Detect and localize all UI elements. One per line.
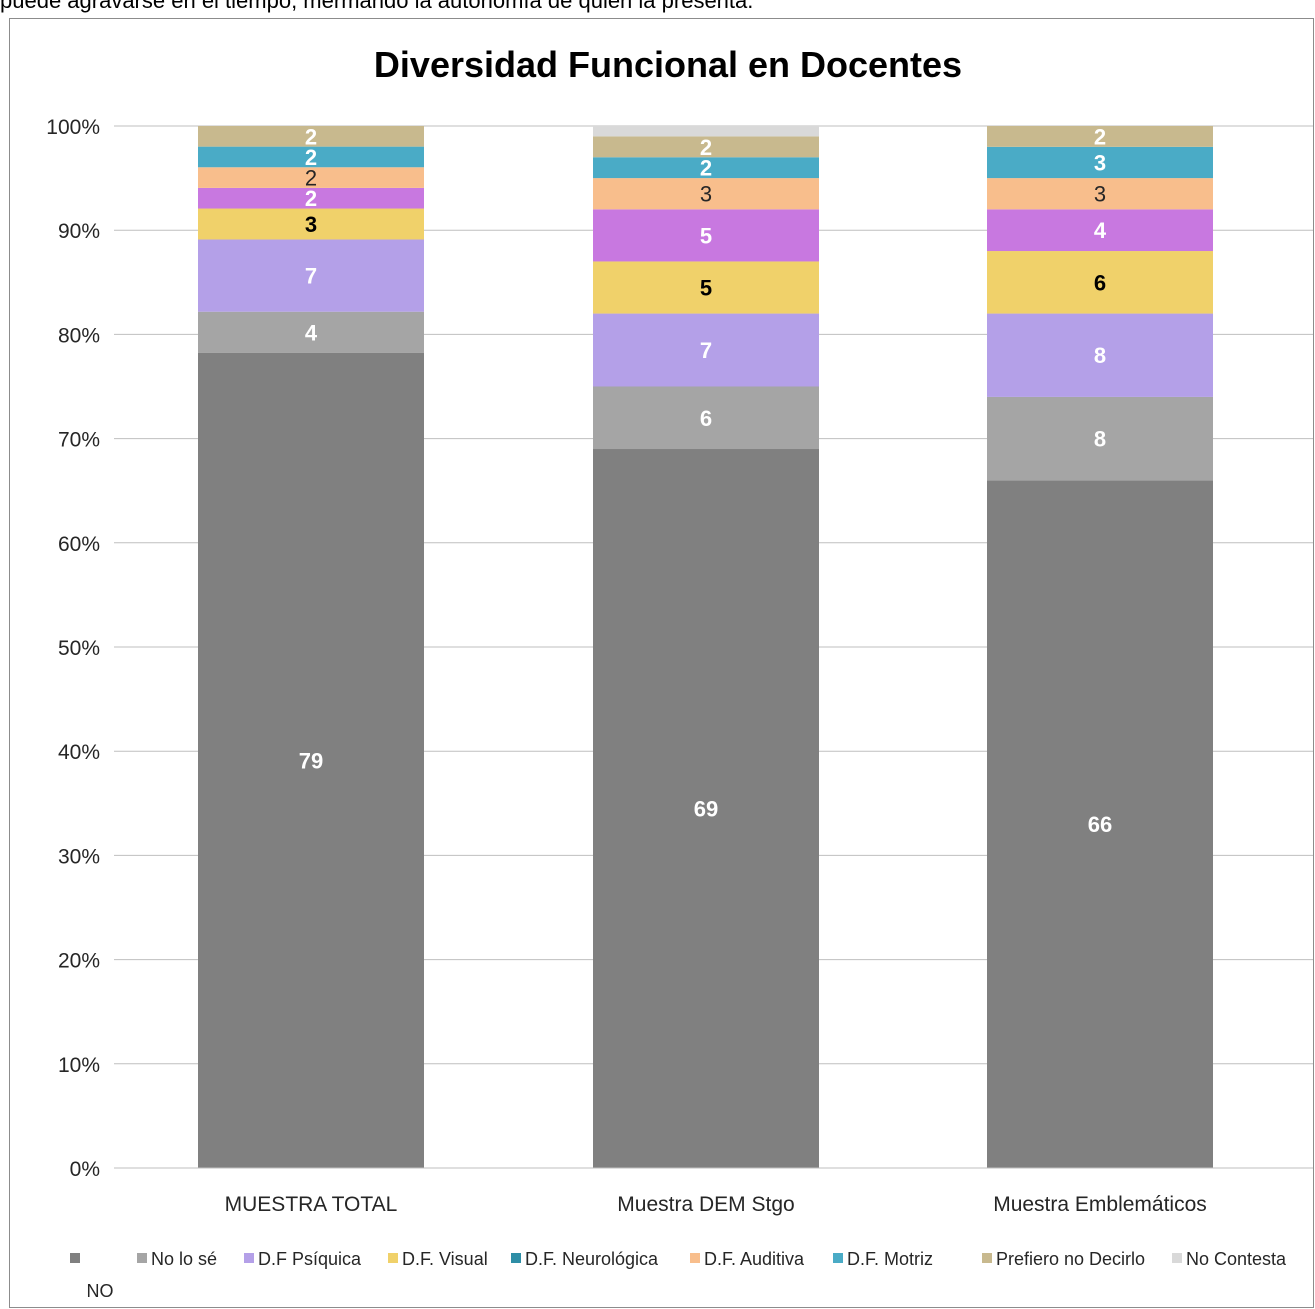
document-text-line: puede agravarse en el tiempo, mermando l… xyxy=(0,0,754,13)
bar-segment xyxy=(198,126,424,147)
data-label: 66 xyxy=(1088,812,1112,837)
legend-label: NO xyxy=(87,1281,114,1301)
bar-segment xyxy=(198,187,424,209)
y-tick-label: 40% xyxy=(58,741,100,764)
legend-swatch xyxy=(690,1253,700,1263)
legend-swatch xyxy=(388,1253,398,1263)
bar-segment xyxy=(593,386,819,450)
bar-segment xyxy=(987,251,1213,314)
bar-segment xyxy=(198,208,424,240)
data-label: 7 xyxy=(305,264,317,289)
legend-swatch xyxy=(244,1253,254,1263)
bar-segment xyxy=(593,136,819,158)
legend-swatch xyxy=(70,1253,80,1263)
legend-label: D.F. Neurológica xyxy=(525,1249,659,1269)
data-label: 3 xyxy=(700,182,712,207)
data-label: 2 xyxy=(700,156,712,181)
bar-segment xyxy=(987,480,1213,1168)
data-label: 3 xyxy=(1094,150,1106,175)
bar-segment xyxy=(987,209,1213,252)
bar-segment xyxy=(198,311,424,353)
y-tick-label: 80% xyxy=(58,324,100,347)
data-label: 4 xyxy=(1094,218,1107,243)
bar-segment xyxy=(198,239,424,312)
y-axis: 0% 10% 20% 30% 40% 50% 60% 70% 80% 90% 100% xyxy=(46,116,100,1181)
legend-swatch xyxy=(982,1253,992,1263)
bar-segment xyxy=(987,146,1213,179)
bar-segment xyxy=(593,313,819,387)
legend-label: D.F. Motriz xyxy=(847,1249,933,1269)
y-tick-label: 100% xyxy=(46,116,100,139)
data-label: 3 xyxy=(1094,182,1106,207)
data-label: 2 xyxy=(700,135,712,160)
stacked-bar-chart: Diversidad Funcional en Docentes 0%10%20… xyxy=(46,44,1313,1301)
legend-label: No lo sé xyxy=(151,1249,217,1269)
data-label: 2 xyxy=(305,186,317,211)
data-label: 2 xyxy=(1094,124,1106,149)
legend-swatch xyxy=(833,1253,843,1263)
data-label: 8 xyxy=(1094,427,1106,452)
bar-segment xyxy=(987,313,1213,397)
data-label: 6 xyxy=(700,406,712,431)
bar-segment xyxy=(987,126,1213,147)
bar-segment xyxy=(593,157,819,179)
legend: NO No lo sé D.F Psíquica D.F. Visual D.F. Ne… xyxy=(70,1249,1287,1301)
data-label: 2 xyxy=(305,166,317,191)
bar-segment xyxy=(593,449,819,1168)
legend-label: Prefiero no Decirlo xyxy=(996,1249,1145,1269)
bar-segment xyxy=(198,146,424,168)
data-label: 8 xyxy=(1094,343,1106,368)
legend-label: No Contesta xyxy=(1186,1249,1287,1269)
legend-label: D.F Psíquica xyxy=(258,1249,362,1269)
data-label: 5 xyxy=(700,276,712,301)
bar-segment xyxy=(593,209,819,262)
y-tick-label: 30% xyxy=(58,845,100,868)
y-tick-label: 10% xyxy=(58,1054,100,1077)
bar-segment xyxy=(198,167,424,188)
y-tick-label: 60% xyxy=(58,533,100,556)
y-tick-label: 90% xyxy=(58,220,100,243)
y-tick-label: 50% xyxy=(58,637,100,660)
y-tick-label: 0% xyxy=(70,1158,100,1181)
data-label: 2 xyxy=(305,124,317,149)
data-label: 2 xyxy=(305,145,317,170)
chart-title: Diversidad Funcional en Docentes xyxy=(374,44,962,85)
bar-segment xyxy=(593,261,819,314)
legend-swatch xyxy=(137,1253,147,1263)
data-label: 5 xyxy=(700,223,712,248)
legend-label: D.F. Auditiva xyxy=(704,1249,805,1269)
data-label: 6 xyxy=(1094,270,1106,295)
x-tick-label: Muestra DEM Stgo xyxy=(617,1193,794,1216)
data-label: 4 xyxy=(305,320,318,345)
bar-segment xyxy=(593,178,819,210)
bar-segment xyxy=(198,352,424,1168)
x-tick-label: Muestra Emblemáticos xyxy=(993,1193,1207,1216)
bar-segment xyxy=(593,126,819,137)
legend-swatch xyxy=(511,1253,521,1263)
chart-frame: Diversidad Funcional en Docentes 0% 10% 20… xyxy=(9,18,1314,1308)
data-label: 3 xyxy=(305,212,317,237)
data-label: 69 xyxy=(694,797,718,822)
bar-segment xyxy=(987,396,1213,481)
legend-label: D.F. Visual xyxy=(402,1249,488,1269)
x-axis: MUESTRA TOTAL Muestra DEM Stgo Muestra Emb… xyxy=(114,1167,1313,1216)
y-tick-label: 20% xyxy=(58,950,100,973)
data-label: 79 xyxy=(299,748,323,773)
bar-segment xyxy=(987,178,1213,210)
data-label: 7 xyxy=(700,338,712,363)
y-tick-label: 70% xyxy=(58,429,100,452)
legend-swatch xyxy=(1172,1253,1182,1263)
x-tick-label: MUESTRA TOTAL xyxy=(225,1193,398,1216)
